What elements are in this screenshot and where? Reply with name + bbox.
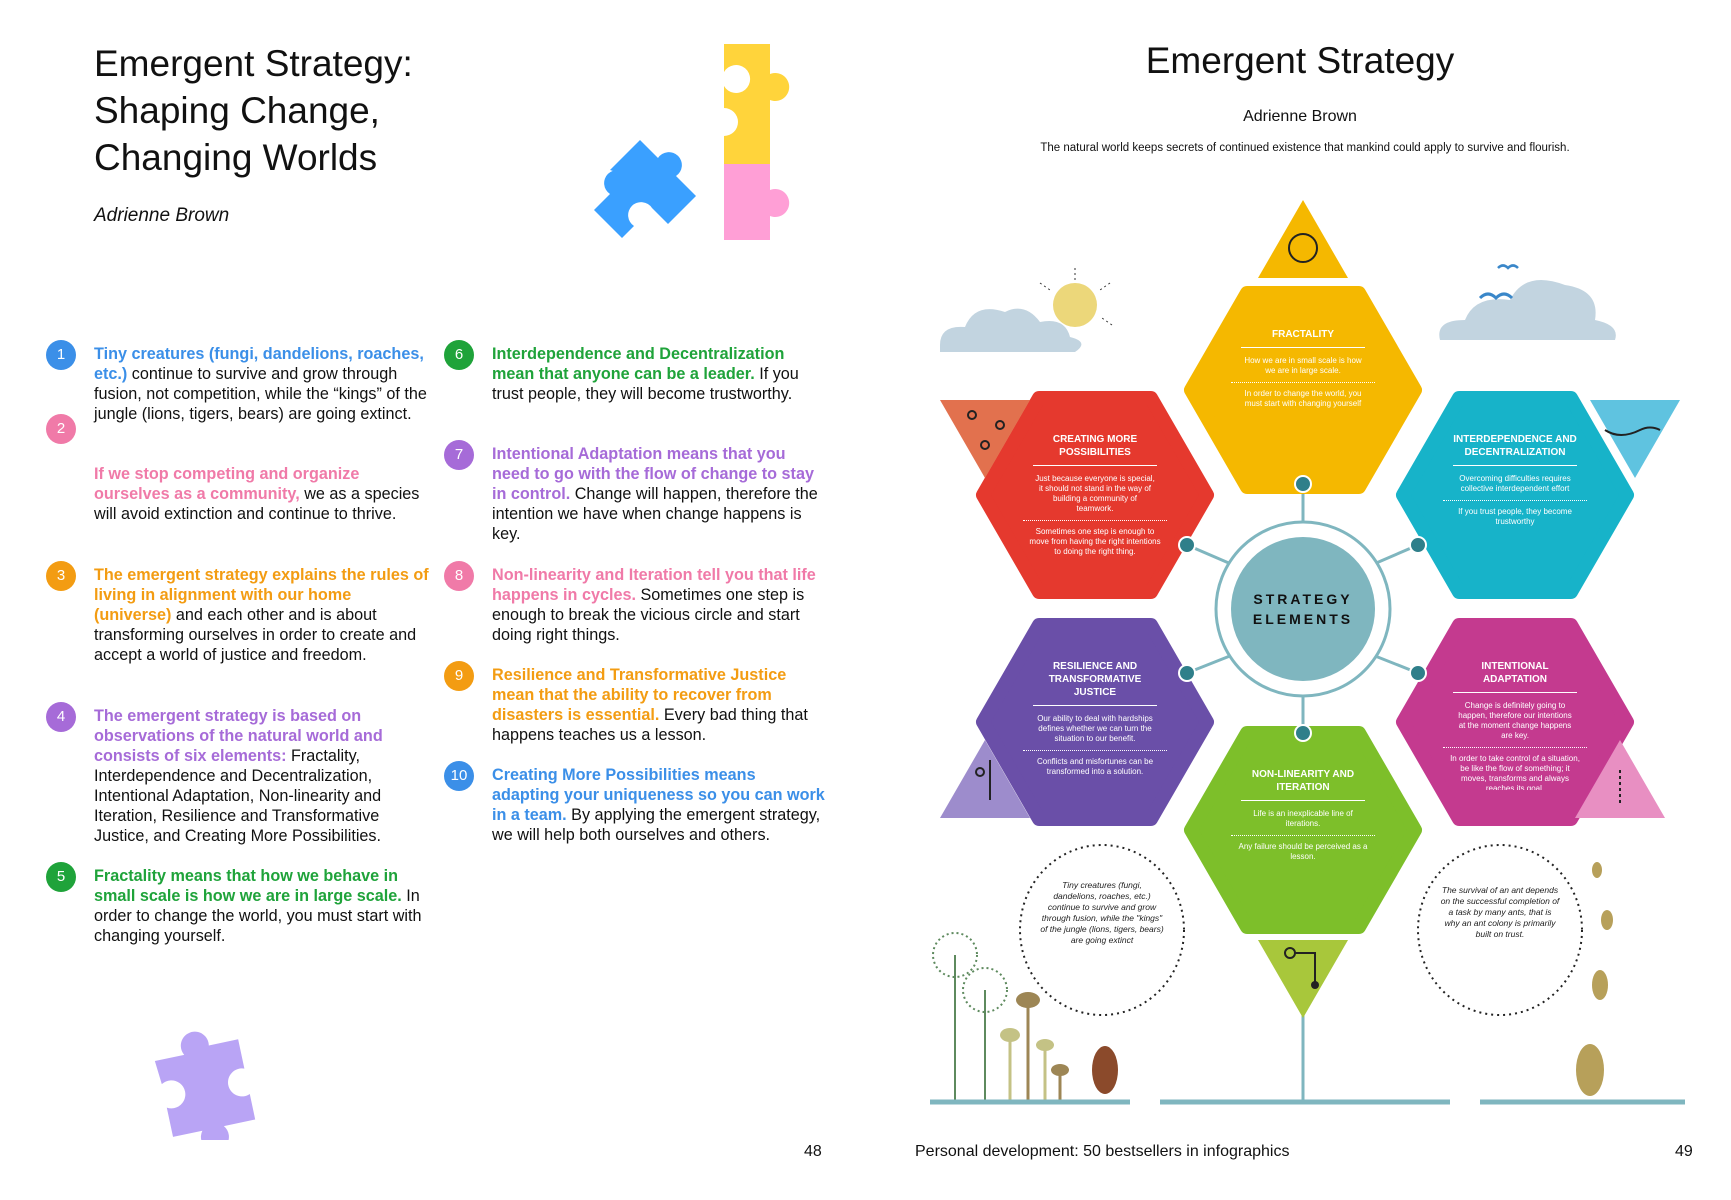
lotus-head-icon	[1258, 200, 1348, 278]
hexagon-text-2: If you trust people, they become trustwo…	[1458, 507, 1572, 526]
title-line-3: Changing Worlds	[94, 137, 378, 178]
item-number-badge: 9	[444, 661, 474, 691]
hexagon-title: NON-LINEARITY AND ITERATION	[1241, 768, 1365, 801]
pink-puzzle-piece	[724, 164, 790, 240]
page-title: Emergent Strategy: Shaping Change, Chang…	[94, 40, 574, 181]
infographic-subtitle: The natural world keeps secrets of conti…	[1040, 142, 1570, 154]
hexagon-non-linearity: NON-LINEARITY AND ITERATION Life is an in…	[1184, 726, 1422, 934]
page-number-left: 48	[804, 1143, 822, 1160]
puzzle-pieces-illustration	[594, 44, 790, 240]
sun-cloud-left	[940, 268, 1113, 352]
hexagon-fractality: FRACTALITY How we are in small scale is h…	[1184, 286, 1422, 494]
hexagon-intentional-adaptation: INTENTIONAL ADAPTATION Change is definite…	[1396, 618, 1634, 826]
strategy-elements-diagram: STRATEGY ELEMENTS FRACTALITY How we are i…	[930, 200, 1685, 1105]
item-number-badge: 6	[444, 340, 474, 370]
item-number-badge: 4	[46, 702, 76, 732]
infographic-author: Adrienne Brown	[1243, 108, 1357, 125]
connector-dots	[1178, 475, 1427, 742]
hexagon-text-1: Life is an inexplicable line of iteratio…	[1231, 809, 1375, 836]
hexagon-title: FRACTALITY	[1241, 328, 1365, 348]
item-text: Sometimes one step is enough to break th…	[492, 586, 805, 644]
hexagon-text-1: How we are in small scale is how we are …	[1231, 356, 1375, 383]
hexagon-text-1: Overcoming difficulties requires collect…	[1443, 474, 1587, 501]
item-number-badge: 10	[444, 761, 474, 791]
item-highlight: If we stop competing and organize oursel…	[94, 465, 360, 503]
list-item-7: 7 Intentional Adaptation means that you …	[444, 440, 827, 544]
item-text: and each other and is about transforming…	[94, 606, 417, 664]
list-item-8: 8 Non-linearity and Iteration tell you t…	[444, 561, 827, 645]
hexagon-text-2: Conflicts and misfortunes can be transfo…	[1036, 757, 1154, 776]
infographic-title: Emergent Strategy	[1145, 40, 1455, 81]
hexagon-text-1: Change is definitely going to happen, th…	[1443, 701, 1587, 748]
item-highlight: Non-linearity and Iteration tell you tha…	[492, 566, 816, 604]
hexagon-text-2: In order to take control of a situation,…	[1450, 754, 1580, 790]
item-number-badge: 7	[444, 440, 474, 470]
hexagon-title: INTERDEPENDENCE AND DECENTRALIZATION	[1453, 433, 1577, 466]
list-item-4: 4 The emergent strategy is based on obse…	[46, 702, 429, 846]
item-highlight: The emergent strategy explains the rules…	[94, 566, 429, 624]
blue-puzzle-piece	[594, 140, 696, 238]
item-highlight: Interdependence and Decentralization mea…	[492, 345, 785, 383]
hiker-flag-icon	[940, 740, 1030, 818]
item-number-badge-2: 2	[46, 414, 76, 444]
hexagon-title: CREATING MORE POSSIBILITIES	[1033, 433, 1157, 466]
item-highlight: The emergent strategy is based on observ…	[94, 707, 383, 765]
hexagon-title: INTENTIONAL ADAPTATION	[1453, 660, 1577, 693]
list-item-5: 5 Fractality means that how we behave in…	[46, 862, 429, 946]
speech-bubble-left	[1019, 844, 1185, 1016]
item-text: we as a species will avoid extinction an…	[94, 485, 420, 523]
item-text: By applying the emergent strategy, we wi…	[492, 806, 821, 844]
item-text: If you trust people, they will become tr…	[492, 365, 799, 403]
book-footer: Personal development: 50 bestsellers in …	[915, 1143, 1290, 1160]
item-text: In order to change the world, you must s…	[94, 887, 422, 945]
hexagon-interdependence: INTERDEPENDENCE AND DECENTRALIZATION Over…	[1396, 391, 1634, 599]
dandelion-mushroom-illustration	[932, 932, 1118, 1100]
title-line-2: Shaping Change,	[94, 90, 380, 131]
bubble-left-text: Tiny creatures (fungi, dandelions, roach…	[1040, 880, 1164, 945]
item-highlight: Intentional Adaptation means that you ne…	[492, 445, 814, 503]
hexagon-text-1: Our ability to deal with hardships defin…	[1023, 714, 1167, 751]
item-number-badge: 3	[46, 561, 76, 591]
item-number-badge: 8	[444, 561, 474, 591]
item-number-badge: 5	[46, 862, 76, 892]
list-item-9: 9 Resilience and Transformative Justice …	[444, 661, 827, 745]
hexagon-text-1: Just because everyone is special, it sho…	[1023, 474, 1167, 521]
list-item-2: If we stop competing and organize oursel…	[94, 464, 429, 524]
speech-bubble-right	[1417, 844, 1583, 1016]
item-highlight: Creating More Possibilities means adapti…	[492, 766, 825, 824]
item-highlight: Fractality means that how we behave in s…	[94, 867, 402, 905]
center-circle: STRATEGY ELEMENTS	[1214, 520, 1392, 698]
hexagon-text-2: Any failure should be perceived as a les…	[1238, 842, 1368, 861]
flow-arrows-icon	[1575, 740, 1665, 818]
list-item-6: 6 Interdependence and Decentralization m…	[444, 340, 827, 404]
cloud-birds-right	[1439, 264, 1616, 340]
item-number-badge: 1	[46, 340, 76, 370]
hexagon-creating-possibilities: CREATING MORE POSSIBILITIES Just because …	[976, 391, 1214, 599]
network-icon	[940, 400, 1030, 478]
hexagon-text-2: In order to change the world, you must s…	[1244, 389, 1362, 408]
author-name: Adrienne Brown	[94, 205, 230, 226]
item-highlight: Resilience and Transformative Justice me…	[492, 666, 787, 724]
helping-hands-icon	[1590, 400, 1680, 478]
page-number-right: 49	[1675, 1143, 1693, 1160]
hexagon-title: RESILIENCE AND TRANSFORMATIVE JUSTICE	[1033, 660, 1157, 706]
item-text: Change will happen, therefore the intent…	[492, 485, 818, 543]
ant-illustrations	[1576, 862, 1613, 1096]
hexagon-resilience: RESILIENCE AND TRANSFORMATIVE JUSTICE Our…	[976, 618, 1214, 826]
item-highlight: Tiny creatures (fungi, dandelions, roach…	[94, 345, 424, 383]
yellow-puzzle-piece	[724, 44, 790, 164]
list-item-3: 3 The emergent strategy explains the rul…	[46, 561, 429, 665]
bubble-right-text: The survival of an ant depends on the su…	[1440, 885, 1560, 939]
iteration-path-icon	[1258, 940, 1348, 1018]
hexagon-text-2: Sometimes one step is enough to move fro…	[1029, 527, 1161, 556]
list-item-10: 10 Creating More Possibilities means ada…	[444, 761, 827, 845]
item-text: continue to survive and grow through fus…	[94, 365, 427, 423]
item-text: Fractality, Interdependence and Decentra…	[94, 747, 382, 845]
center-label-2: ELEMENTS	[1253, 611, 1353, 627]
purple-puzzle-piece	[154, 1031, 256, 1140]
center-label-1: STRATEGY	[1253, 591, 1352, 607]
item-text: Every bad thing that happens teaches us …	[492, 706, 808, 744]
title-line-1: Emergent Strategy:	[94, 43, 413, 84]
list-item-1: 1 Tiny creatures (fungi, dandelions, roa…	[46, 340, 429, 424]
